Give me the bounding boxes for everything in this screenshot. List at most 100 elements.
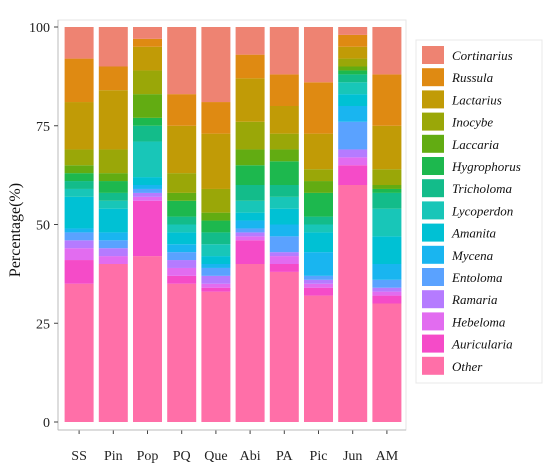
- bar-segment-amanita: [133, 177, 162, 185]
- bar-segment-amanita: [372, 236, 402, 264]
- bar-segment-inocybe: [167, 173, 197, 193]
- bar-segment-lycoperdon: [304, 224, 333, 233]
- legend-swatch: [422, 179, 444, 198]
- bar-segment-russula: [338, 34, 368, 47]
- x-tick-label: Pop: [137, 449, 159, 464]
- legend-item-lactarius: Lactarius: [422, 90, 502, 109]
- bar-segment-russula: [64, 58, 94, 103]
- bar-segment-auricularia: [304, 287, 333, 296]
- bar-segment-inocybe: [133, 70, 162, 95]
- bar-segment-hygrophorus: [201, 220, 231, 233]
- bar-segment-laccaria: [269, 149, 299, 162]
- bar-segment-tricholoma: [338, 74, 368, 83]
- bar-segment-mycena: [98, 232, 128, 241]
- y-tick-label: 100: [29, 21, 50, 36]
- bar-segment-russula: [372, 74, 402, 126]
- y-tick-label: 75: [36, 120, 50, 135]
- bar-segment-lycoperdon: [235, 200, 265, 213]
- legend-label: Hygrophorus: [451, 159, 521, 174]
- bar-segment-other: [269, 271, 299, 422]
- bar-segment-mycena: [64, 228, 94, 233]
- bar-segment-other: [235, 264, 265, 422]
- bar-segment-other: [338, 185, 368, 422]
- y-tick-label: 50: [36, 219, 50, 234]
- bar-segment-mycena: [167, 244, 197, 253]
- bar-segment-lactarius: [269, 106, 299, 134]
- bar-segment-inocybe: [269, 133, 299, 150]
- bar-segment-inocybe: [201, 188, 231, 213]
- legend-item-tricholoma: Tricholoma: [422, 179, 512, 198]
- bar-segment-hygrophorus: [269, 161, 299, 185]
- bar-segment-lactarius: [133, 46, 162, 71]
- bar-segment-russula: [167, 94, 197, 126]
- bar-segment-amanita: [64, 196, 94, 229]
- x-tick-label: AM: [376, 449, 399, 464]
- bar-segment-other: [167, 283, 197, 422]
- legend-swatch: [422, 157, 444, 175]
- bar-segment-cortinarius: [269, 27, 299, 75]
- legend-item-laccaria: Laccaria: [422, 134, 499, 153]
- x-tick-label: PA: [276, 449, 294, 464]
- bar-segment-hebeloma: [304, 283, 333, 288]
- bar-segment-lycoperdon: [338, 82, 368, 95]
- bar-segment-inocybe: [372, 169, 402, 185]
- bar-segment-ramaria: [201, 275, 231, 284]
- bar-segment-tricholoma: [64, 181, 94, 189]
- bar-segment-entoloma: [304, 275, 333, 280]
- legend-swatch: [422, 68, 444, 87]
- bar-segment-hebeloma: [98, 256, 128, 264]
- bar-stack-pa: [269, 27, 299, 422]
- bar-segment-laccaria: [304, 181, 333, 193]
- bar-segment-lycoperdon: [269, 196, 299, 209]
- y-axis: 0 25 50 75 100: [29, 20, 59, 431]
- legend-label: Tricholoma: [452, 181, 512, 196]
- bar-segment-tricholoma: [372, 192, 402, 209]
- legend-swatch: [422, 90, 444, 109]
- legend-label: Auricularia: [451, 337, 513, 352]
- bar-segment-ramaria: [98, 248, 128, 257]
- bar-segment-mycena: [235, 220, 265, 229]
- bar-segment-hygrophorus: [235, 165, 265, 185]
- bar-stack-jun: [338, 27, 368, 422]
- bar-segment-mycena: [269, 224, 299, 237]
- legend-label: Cortinarius: [452, 48, 513, 63]
- legend-item-mycena: Mycena: [422, 245, 494, 264]
- bar-stack-ss: [64, 27, 94, 422]
- x-tick-label: PQ: [173, 449, 191, 464]
- legend-item-hebeloma: Hebeloma: [422, 312, 506, 331]
- bar-segment-tricholoma: [133, 125, 162, 142]
- bar-segment-lycoperdon: [64, 188, 94, 197]
- x-tick-label: Abi: [240, 449, 261, 464]
- bar-segment-ramaria: [64, 240, 94, 249]
- bar-segment-hebeloma: [235, 236, 265, 241]
- bar-segment-entoloma: [372, 279, 402, 288]
- bar-segment-inocybe: [338, 58, 368, 67]
- legend: Cortinarius Russula Lactarius Inocybe Laccar…: [415, 39, 543, 384]
- bar-segment-mycena: [338, 106, 368, 122]
- legend-label: Lycoperdon: [451, 203, 513, 218]
- bar-segment-hebeloma: [201, 283, 231, 288]
- bar-segment-hygrophorus: [372, 188, 402, 193]
- bar-segment-laccaria: [201, 212, 231, 221]
- bar-segment-auricularia: [64, 260, 94, 284]
- bar-segment-cortinarius: [167, 27, 197, 95]
- bar-segment-tricholoma: [167, 216, 197, 225]
- bar-segment-auricularia: [201, 287, 231, 292]
- bar-segment-cortinarius: [98, 27, 128, 67]
- bar-segment-inocybe: [64, 149, 94, 166]
- legend-swatch: [422, 223, 444, 242]
- legend-item-entoloma: Entoloma: [422, 268, 503, 286]
- x-tick-label: Pin: [104, 449, 123, 464]
- bar-segment-auricularia: [269, 264, 299, 272]
- bar-stack-pin: [98, 27, 128, 422]
- legend-swatch: [422, 356, 444, 375]
- bar-stack-am: [372, 27, 402, 422]
- bar-segment-hygrophorus: [98, 181, 128, 193]
- bar-segment-entoloma: [338, 121, 368, 150]
- bar-segment-cortinarius: [235, 27, 265, 55]
- bar-segment-laccaria: [64, 165, 94, 174]
- legend-item-ramaria: Ramaria: [422, 290, 498, 309]
- legend-label: Entoloma: [451, 270, 503, 285]
- bar-segment-other: [98, 264, 128, 422]
